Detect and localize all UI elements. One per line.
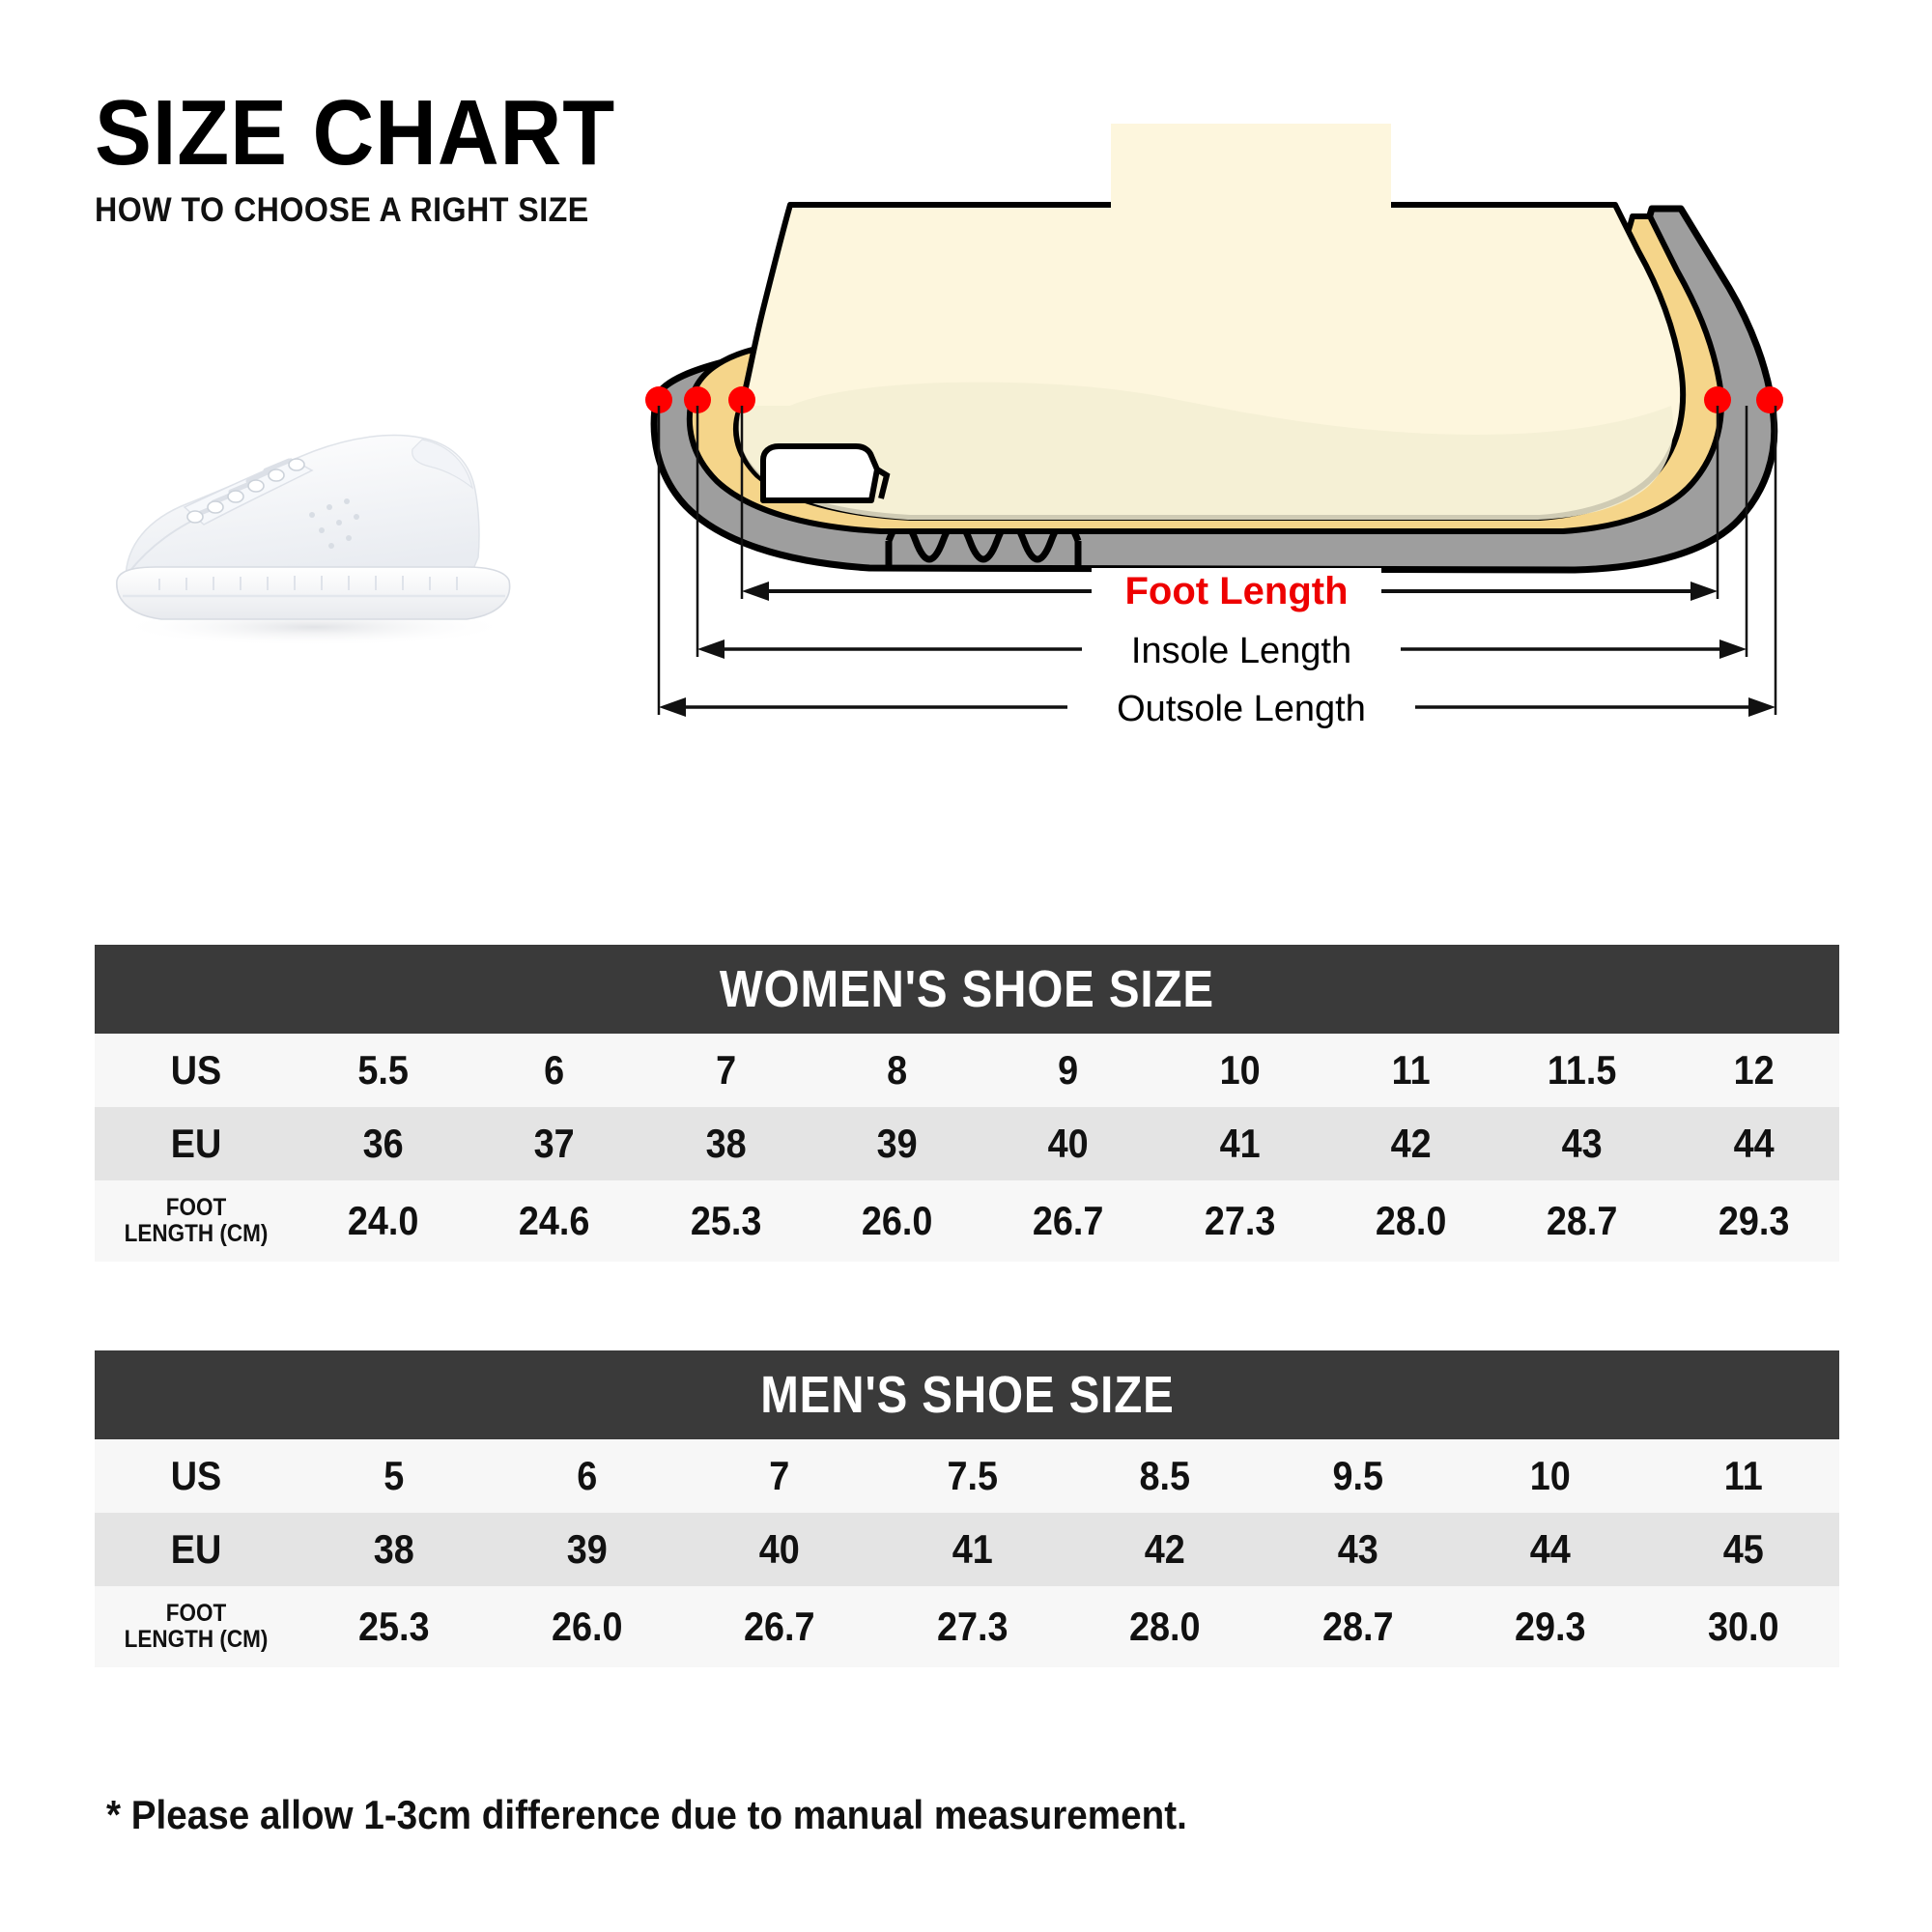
mens-foot-length-row: FOOT LENGTH (CM) 25.3 26.0 26.7 27.3 28.… xyxy=(95,1586,1839,1667)
row-label-eu: EU xyxy=(170,1526,222,1572)
table-cell: 28.0 xyxy=(1375,1198,1447,1243)
table-cell: 5.5 xyxy=(357,1047,409,1093)
measurement-disclaimer: * Please allow 1-3cm difference due to m… xyxy=(106,1792,1187,1837)
row-label-foot-length: FOOT LENGTH (CM) xyxy=(105,1193,288,1248)
table-cell: 7 xyxy=(769,1453,790,1498)
table-cell: 28.0 xyxy=(1128,1604,1201,1649)
foot-label-line2: LENGTH (CM) xyxy=(124,1626,269,1653)
table-cell: 9.5 xyxy=(1331,1453,1383,1498)
sneaker-product-photo xyxy=(72,411,555,662)
table-cell: 7.5 xyxy=(946,1453,998,1498)
table-cell: 42 xyxy=(1390,1121,1432,1166)
foot-label-line1: FOOT xyxy=(165,1193,227,1221)
table-cell: 6 xyxy=(544,1047,565,1093)
foot-length-dimension: Foot Length xyxy=(742,568,1718,614)
outsole-length-dimension: Outsole Length xyxy=(659,684,1776,730)
womens-table-header: WOMEN'S SHOE SIZE xyxy=(95,945,1839,1034)
womens-size-table: WOMEN'S SHOE SIZE US 5.5 6 7 8 9 10 11 1… xyxy=(95,945,1839,1262)
foot-label-line1: FOOT xyxy=(165,1599,227,1627)
mens-table-title: MEN'S SHOE SIZE xyxy=(759,1366,1175,1424)
table-cell: 9 xyxy=(1058,1047,1079,1093)
table-cell: 44 xyxy=(1733,1121,1775,1166)
table-cell: 26.7 xyxy=(743,1604,815,1649)
header: SIZE CHART HOW TO CHOOSE A RIGHT SIZE xyxy=(95,81,661,230)
table-cell: 36 xyxy=(362,1121,404,1166)
page-subtitle: HOW TO CHOOSE A RIGHT SIZE xyxy=(95,191,589,230)
table-cell: 25.3 xyxy=(357,1604,430,1649)
row-label-foot-length: FOOT LENGTH (CM) xyxy=(105,1599,288,1654)
table-cell: 6 xyxy=(576,1453,597,1498)
table-cell: 43 xyxy=(1337,1526,1378,1572)
table-cell: 41 xyxy=(1219,1121,1261,1166)
table-cell: 30.0 xyxy=(1707,1604,1779,1649)
womens-eu-row: EU 36 37 38 39 40 41 42 43 44 xyxy=(95,1107,1839,1180)
table-cell: 39 xyxy=(566,1526,608,1572)
mens-eu-row: EU 38 39 40 41 42 43 44 45 xyxy=(95,1513,1839,1586)
table-cell: 11 xyxy=(1723,1453,1763,1498)
mens-table-header: MEN'S SHOE SIZE xyxy=(95,1350,1839,1439)
table-cell: 24.0 xyxy=(347,1198,419,1243)
table-cell: 39 xyxy=(876,1121,918,1166)
table-cell: 5 xyxy=(384,1453,405,1498)
mens-size-table: MEN'S SHOE SIZE US 5 6 7 7.5 8.5 9.5 10 … xyxy=(95,1350,1839,1667)
table-cell: 27.3 xyxy=(1204,1198,1276,1243)
mens-us-row: US 5 6 7 7.5 8.5 9.5 10 11 xyxy=(95,1439,1839,1513)
table-cell: 41 xyxy=(952,1526,993,1572)
womens-table-title: WOMEN'S SHOE SIZE xyxy=(719,960,1215,1018)
table-cell: 25.3 xyxy=(690,1198,762,1243)
foot-measurement-diagram: Foot Length Insole Length Outsole Length xyxy=(628,116,1884,869)
insole-length-label: Insole Length xyxy=(1131,631,1351,671)
table-cell: 42 xyxy=(1144,1526,1185,1572)
foot-length-label: Foot Length xyxy=(1124,570,1348,612)
page-title: SIZE CHART xyxy=(95,81,616,185)
table-cell: 26.0 xyxy=(861,1198,933,1243)
table-cell: 37 xyxy=(533,1121,576,1166)
womens-foot-length-row: FOOT LENGTH (CM) 24.0 24.6 25.3 26.0 26.… xyxy=(95,1180,1839,1262)
row-label-us: US xyxy=(170,1047,222,1093)
table-cell: 38 xyxy=(373,1526,414,1572)
table-cell: 10 xyxy=(1219,1047,1261,1093)
table-cell: 7 xyxy=(715,1047,736,1093)
outsole-length-label: Outsole Length xyxy=(1117,689,1366,729)
womens-us-row: US 5.5 6 7 8 9 10 11 11.5 12 xyxy=(95,1034,1839,1107)
row-label-eu: EU xyxy=(170,1121,222,1166)
table-cell: 8 xyxy=(887,1047,908,1093)
table-cell: 29.3 xyxy=(1718,1198,1790,1243)
table-cell: 8.5 xyxy=(1139,1453,1191,1498)
table-cell: 11 xyxy=(1391,1047,1431,1093)
table-cell: 26.7 xyxy=(1033,1198,1104,1243)
foot-label-line2: LENGTH (CM) xyxy=(124,1220,269,1247)
table-cell: 10 xyxy=(1529,1453,1571,1498)
table-cell: 44 xyxy=(1529,1526,1571,1572)
table-cell: 43 xyxy=(1561,1121,1603,1166)
table-cell: 11.5 xyxy=(1548,1047,1617,1093)
table-cell: 26.0 xyxy=(551,1604,623,1649)
table-cell: 24.6 xyxy=(519,1198,590,1243)
row-label-us: US xyxy=(170,1453,222,1498)
table-cell: 38 xyxy=(705,1121,747,1166)
table-cell: 27.3 xyxy=(936,1604,1009,1649)
table-cell: 28.7 xyxy=(1321,1604,1394,1649)
table-cell: 40 xyxy=(758,1526,800,1572)
table-cell: 12 xyxy=(1733,1047,1775,1093)
table-cell: 29.3 xyxy=(1514,1604,1586,1649)
table-cell: 45 xyxy=(1722,1526,1764,1572)
table-cell: 28.7 xyxy=(1547,1198,1618,1243)
table-cell: 40 xyxy=(1047,1121,1089,1166)
insole-length-dimension: Insole Length xyxy=(697,626,1747,672)
